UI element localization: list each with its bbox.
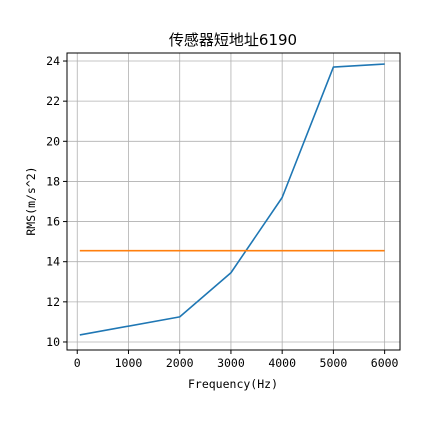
y-axis-label: RMS(m/s^2) [24, 166, 38, 235]
x-tick-label: 6000 [371, 356, 399, 370]
y-tick-label: 18 [46, 174, 60, 188]
y-tick-label: 20 [46, 134, 60, 148]
x-tick-label: 3000 [217, 356, 245, 370]
x-axis: 0 1000 2000 3000 4000 5000 6000 [74, 350, 399, 370]
y-tick-label: 22 [46, 94, 60, 108]
grid [67, 53, 400, 350]
x-tick-label: 1000 [115, 356, 143, 370]
y-tick-label: 10 [46, 335, 60, 349]
x-tick-label: 0 [74, 356, 81, 370]
x-tick-label: 2000 [166, 356, 194, 370]
series-line-1 [79, 63, 385, 336]
x-tick-label: 5000 [320, 356, 348, 370]
y-axis: 10 12 14 16 18 20 22 24 [46, 54, 67, 349]
y-tick-label: 12 [46, 295, 60, 309]
series-layer [79, 63, 385, 336]
plot-frame [66, 52, 401, 351]
y-tick-label: 14 [46, 255, 60, 269]
chart-title: 传感器短地址6190 [169, 31, 297, 49]
x-tick-label: 4000 [268, 356, 296, 370]
y-tick-label: 24 [46, 54, 60, 68]
x-axis-label: Frequency(Hz) [188, 377, 278, 391]
y-tick-label: 16 [46, 215, 60, 229]
